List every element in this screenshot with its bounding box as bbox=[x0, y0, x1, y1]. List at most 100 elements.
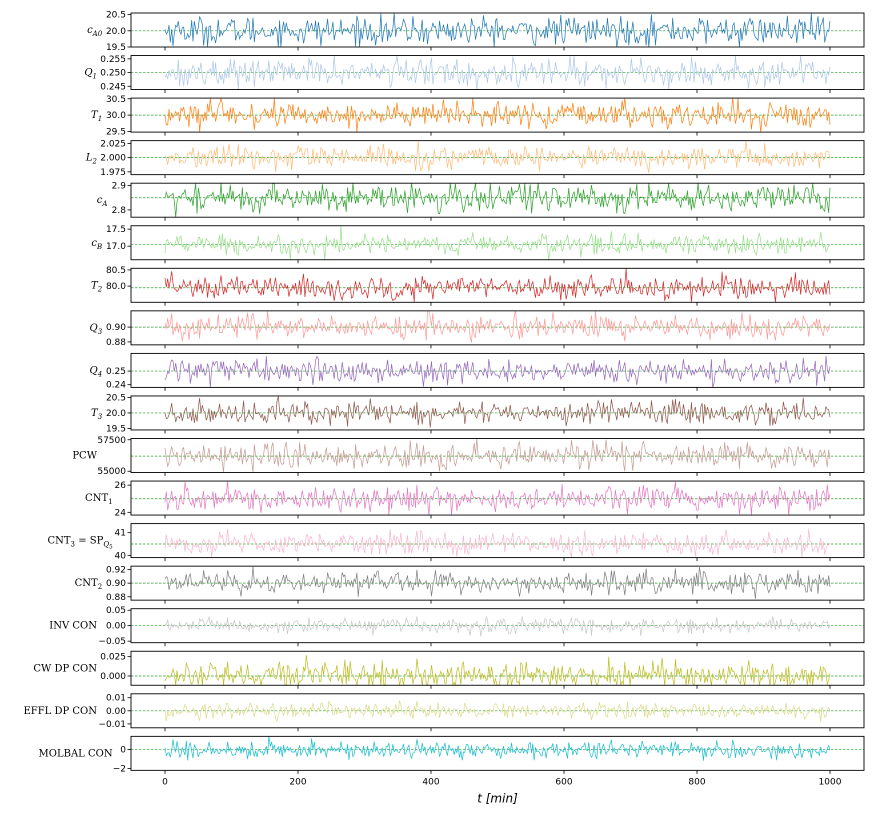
y-axis-label: PCW bbox=[72, 451, 97, 462]
y-axis-label: T2​ bbox=[91, 280, 103, 293]
y-tick-label: 26 bbox=[115, 481, 127, 491]
y-tick-label: 0.000 bbox=[100, 672, 126, 682]
x-tick-label: 800 bbox=[688, 777, 705, 787]
subplot-inv-con: −0.05 0.00 0.05 INV CON bbox=[49, 606, 865, 647]
y-axis-label: T3​ bbox=[91, 408, 103, 421]
series-line bbox=[164, 736, 831, 761]
series-line bbox=[164, 529, 831, 558]
y-tick-label: 41 bbox=[115, 529, 126, 539]
y-axis-label: L2​ bbox=[85, 153, 98, 166]
y-axis-label: INV CON bbox=[49, 621, 97, 632]
y-tick-label: 0.88 bbox=[106, 593, 126, 603]
series-line bbox=[164, 268, 831, 303]
y-tick-label: 19.5 bbox=[106, 43, 126, 53]
x-tick-label: 0 bbox=[162, 777, 168, 787]
series-line bbox=[164, 480, 831, 516]
y-tick-label: 0.92 bbox=[106, 566, 126, 576]
y-tick-label: 17.0 bbox=[106, 242, 126, 252]
series-line bbox=[164, 655, 831, 687]
x-tick-label: 400 bbox=[422, 777, 439, 787]
axes-frame bbox=[130, 523, 865, 559]
x-tick-label: 1000 bbox=[819, 777, 842, 787]
y-tick-label: 30.0 bbox=[106, 111, 126, 121]
y-axis-label: CNT1​ bbox=[85, 493, 113, 506]
y-axis-label: Q4​ bbox=[90, 365, 103, 378]
y-tick-label: 80.5 bbox=[106, 266, 126, 276]
y-tick-label: 0.00 bbox=[106, 707, 126, 717]
y-tick-label: 0.90 bbox=[106, 579, 126, 589]
y-axis-label: T1​ bbox=[91, 110, 102, 123]
subplot-t-1: 29.5 30.0 30.5 T1​ bbox=[91, 95, 865, 137]
y-axis-label: Q3​ bbox=[90, 323, 103, 336]
series-line bbox=[164, 355, 831, 388]
y-tick-label: 24 bbox=[115, 508, 127, 518]
y-tick-label: 0.01 bbox=[106, 694, 126, 704]
series-line bbox=[164, 438, 831, 473]
axes-frame bbox=[130, 182, 865, 218]
y-tick-label: −0.05 bbox=[98, 637, 126, 647]
y-tick-label: 0 bbox=[120, 746, 126, 756]
y-tick-label: 0.88 bbox=[106, 338, 126, 348]
axes-frame bbox=[130, 310, 865, 346]
axes-frame bbox=[130, 438, 865, 473]
axes-frame bbox=[130, 225, 865, 261]
axes-frame bbox=[130, 267, 865, 303]
axes-frame bbox=[130, 352, 865, 388]
y-tick-label: 20.5 bbox=[106, 11, 126, 21]
y-tick-label: 0.250 bbox=[100, 69, 126, 79]
y-tick-label: 20.0 bbox=[106, 27, 126, 37]
y-axis-label: EFFL DP CON bbox=[23, 706, 97, 717]
y-tick-label: 57500 bbox=[97, 436, 126, 446]
subplot-c-a: 2.8 2.9 cA​ bbox=[97, 182, 865, 221]
y-tick-label: 2.9 bbox=[112, 182, 127, 192]
y-axis-label: cA​ bbox=[97, 195, 108, 208]
series-line bbox=[164, 615, 831, 637]
y-tick-label: 20.5 bbox=[106, 393, 126, 403]
series-line bbox=[164, 566, 831, 599]
axes-frame bbox=[130, 735, 865, 771]
y-tick-label: 0.255 bbox=[100, 55, 126, 65]
y-tick-label: 2.000 bbox=[100, 154, 126, 164]
y-axis-label: cA0​ bbox=[87, 25, 103, 38]
series-line bbox=[164, 98, 831, 133]
subplot-t-2: 80.0 80.5T2​ bbox=[91, 266, 865, 306]
y-tick-label: 30.5 bbox=[106, 95, 126, 105]
series-line bbox=[164, 225, 830, 260]
subplot-t-3: 19.5 20.0 20.5T3​ bbox=[91, 393, 865, 434]
subplot-effl-dp-con: −0.01 0.00 0.01 EFFL DP CON bbox=[23, 693, 865, 732]
y-tick-label: 0.00 bbox=[106, 622, 126, 632]
y-axis-label: MOLBAL CON bbox=[39, 748, 113, 759]
y-tick-label: 0.05 bbox=[106, 606, 126, 616]
y-tick-label: 40 bbox=[115, 551, 127, 561]
y-tick-label: 55000 bbox=[97, 467, 126, 477]
series-line bbox=[164, 12, 831, 48]
x-axis: 0 200 400 600 800 1000 bbox=[162, 777, 842, 787]
x-tick-label: 200 bbox=[289, 777, 306, 787]
series-line bbox=[164, 55, 831, 90]
y-tick-label: 0.90 bbox=[106, 323, 126, 333]
axes-frame bbox=[130, 12, 865, 48]
series-line bbox=[164, 140, 831, 174]
series-line bbox=[164, 310, 831, 343]
series-line bbox=[164, 182, 831, 218]
subplot-stack: 19.520.020.5cA0​0.2450.2500.255Q1​29.530… bbox=[23, 11, 865, 774]
x-axis-label: t [min] bbox=[477, 791, 518, 805]
axes-frame bbox=[130, 480, 865, 516]
y-tick-label: 20.0 bbox=[106, 409, 126, 419]
y-tick-label: −2 bbox=[113, 764, 126, 774]
y-tick-label: 17.5 bbox=[106, 225, 126, 235]
y-tick-label: 0.24 bbox=[106, 381, 126, 391]
y-axis-label: CNT3​ = SPQ5​ bbox=[47, 536, 113, 551]
y-tick-label: 2.025 bbox=[100, 139, 126, 149]
x-tick-label: 600 bbox=[555, 777, 572, 787]
